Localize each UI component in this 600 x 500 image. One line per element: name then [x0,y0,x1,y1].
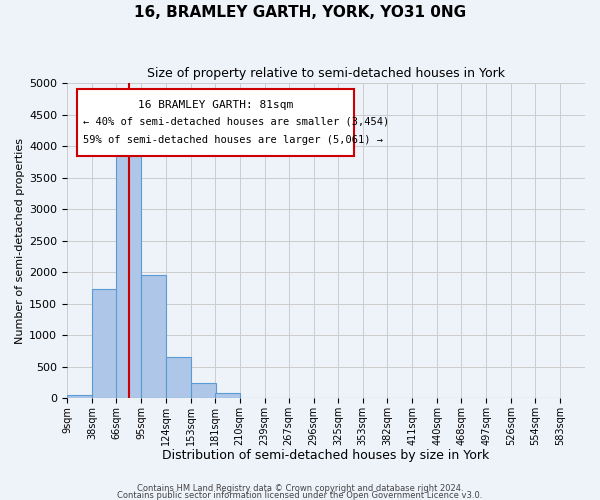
Text: 59% of semi-detached houses are larger (5,061) →: 59% of semi-detached houses are larger (… [83,135,383,145]
X-axis label: Distribution of semi-detached houses by size in York: Distribution of semi-detached houses by … [163,450,490,462]
Text: ← 40% of semi-detached houses are smaller (3,454): ← 40% of semi-detached houses are smalle… [83,116,389,126]
Bar [92,288,117,399]
Title: Size of property relative to semi-detached houses in York: Size of property relative to semi-detach… [147,68,505,80]
Text: Contains public sector information licensed under the Open Government Licence v3: Contains public sector information licen… [118,490,482,500]
Text: 16 BRAMLEY GARTH: 81sqm: 16 BRAMLEY GARTH: 81sqm [139,100,293,110]
Y-axis label: Number of semi-detached properties: Number of semi-detached properties [15,138,25,344]
Text: 16, BRAMLEY GARTH, YORK, YO31 0NG: 16, BRAMLEY GARTH, YORK, YO31 0NG [134,5,466,20]
Bar [166,358,191,399]
FancyBboxPatch shape [77,90,355,156]
Bar [191,383,215,398]
Bar [116,144,141,399]
Text: Contains HM Land Registry data © Crown copyright and database right 2024.: Contains HM Land Registry data © Crown c… [137,484,463,493]
Bar [67,395,92,398]
Bar [141,276,166,398]
Bar [215,392,239,398]
